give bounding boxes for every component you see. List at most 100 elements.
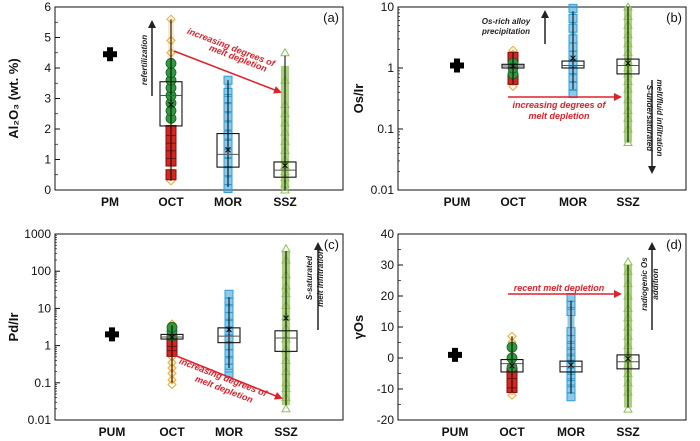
box-iqr [216, 133, 240, 168]
group-ssz [273, 47, 297, 194]
x-category-label: OCT [158, 195, 184, 209]
reference-point-cross [103, 47, 117, 62]
y-tick-label: 100 [31, 264, 51, 278]
box-iqr [616, 58, 640, 75]
x-category-label: SSZ [616, 195, 639, 209]
data-point-ssz-triangle [623, 137, 633, 147]
y-axis-title: Pd/Ir [6, 313, 21, 342]
y-tick-label: 40 [381, 227, 395, 241]
y-tick-label: 1 [44, 339, 51, 353]
panel-label: (a) [323, 10, 339, 25]
y-tick-label: 0.01 [28, 413, 52, 427]
y-tick-label: -20 [377, 413, 395, 427]
mean-marker-x [226, 326, 232, 333]
y-tick-label: 0 [44, 183, 51, 197]
group-oct [501, 45, 525, 92]
y-tick-label: 1 [387, 61, 394, 75]
mean-marker-x [225, 146, 231, 153]
mean-marker-x [169, 334, 175, 340]
y-tick-label: 1000 [24, 227, 51, 241]
y-tick-label: 6 [44, 0, 51, 14]
x-category-label: OCT [159, 425, 185, 439]
data-point-oct-diamond [167, 379, 177, 390]
x-category-label: SSZ [273, 195, 296, 209]
data-point-ssz-triangle [281, 403, 291, 413]
radiogenic-os-label-1: radiogenic Os [640, 257, 649, 311]
mean-marker-x [570, 55, 576, 62]
box-iqr [217, 327, 241, 344]
mean-marker-x [283, 315, 289, 321]
y-tick-label: -10 [377, 382, 395, 396]
recent-melt-depletion-label: recent melt depletion [514, 283, 605, 293]
panel-label: (b) [666, 10, 682, 25]
data-point-ssz-triangle [280, 184, 290, 194]
y-tick-label: 0.1 [34, 376, 51, 390]
y-axis-title: γOs [351, 315, 366, 340]
group-oct [159, 14, 183, 186]
x-category-label: PUM [442, 425, 469, 439]
x-category-label: PUM [444, 195, 471, 209]
melt-depletion-label-b-1: increasing degrees of [512, 100, 606, 110]
data-point-ssz-triangle [623, 404, 633, 413]
x-category-label: OCT [500, 195, 526, 209]
reference-point-cross [448, 347, 462, 362]
data-point-oct-diamond [507, 390, 517, 400]
plot-frame [54, 233, 344, 421]
melt-depletion-arrow-c [173, 354, 283, 400]
x-category-label: PUM [99, 425, 126, 439]
group-ssz [616, 1, 640, 147]
group-mor [561, 3, 585, 99]
x-category-label: MOR [214, 195, 242, 209]
data-point-ssz-triangle [281, 243, 291, 253]
reference-point-cross [105, 327, 119, 342]
y-tick-label: 0.1 [377, 122, 394, 136]
mean-marker-x [168, 101, 174, 108]
box-iqr [273, 161, 297, 178]
mean-marker-x [509, 362, 515, 369]
data-point-oct-diamond [167, 375, 177, 385]
group-oct [160, 319, 184, 390]
x-category-label: MOR [215, 425, 243, 439]
y-axis-title: Al₂O₃ (wt. %) [6, 58, 21, 138]
group-mor [216, 75, 240, 193]
y-tick-label: 10 [381, 0, 395, 14]
box-iqr [500, 358, 524, 373]
y-tick-label: 30 [381, 258, 395, 272]
y-tick-label: 3 [44, 92, 51, 106]
panel-label: (d) [666, 237, 682, 252]
x-category-label: MOR [557, 425, 585, 439]
undersaturated-label-1: S-undersaturated [645, 85, 654, 152]
mean-marker-x [625, 355, 631, 362]
data-point-ssz-triangle [623, 256, 633, 266]
group-mor [217, 289, 241, 378]
reference-point-cross [450, 58, 464, 73]
group-ssz [274, 243, 298, 413]
refertilization-label: refertilization [140, 35, 149, 85]
y-tick-label: 4 [44, 61, 51, 75]
y-tick-label: 0.01 [371, 183, 395, 197]
panel-c: 0.01 0.1 1 10 100 1000 Pd/Ir PUM OCT MOR SSZ (c) [6, 227, 344, 439]
data-point-ssz-triangle [280, 47, 290, 57]
os-alloy-label-2: precipitation [481, 27, 530, 36]
y-tick-label: 0 [387, 351, 394, 365]
panel-d: -20 -10 0 10 20 30 40 γOs PUM OCT MOR SSZ (d) [351, 227, 687, 439]
group-oct [500, 331, 524, 400]
panel-a: 0 1 2 3 4 5 6 Al₂O₃ (wt. %) PM OCT MOR SSZ (a) [6, 0, 344, 209]
y-tick-label: 10 [381, 320, 395, 334]
panel-b: 0.01 0.1 1 10 Os/Ir PUM OCT MOR SSZ (b) [351, 0, 687, 209]
group-ssz [616, 256, 640, 413]
mean-marker-x [282, 162, 288, 169]
data-point-oct-diamond [508, 81, 518, 92]
melt-depletion-arrow-a [173, 50, 282, 94]
x-category-label: MOR [559, 195, 587, 209]
radiogenic-os-label-2: addition [651, 268, 660, 299]
x-category-label: SSZ [274, 425, 297, 439]
y-tick-label: 2 [44, 122, 51, 136]
mean-marker-x [568, 362, 574, 369]
y-axis-title: Os/Ir [351, 84, 366, 114]
group-mor [559, 293, 583, 402]
x-category-label: SSZ [616, 425, 639, 439]
y-tick-label: 10 [38, 301, 52, 315]
mean-marker-x [625, 60, 631, 67]
